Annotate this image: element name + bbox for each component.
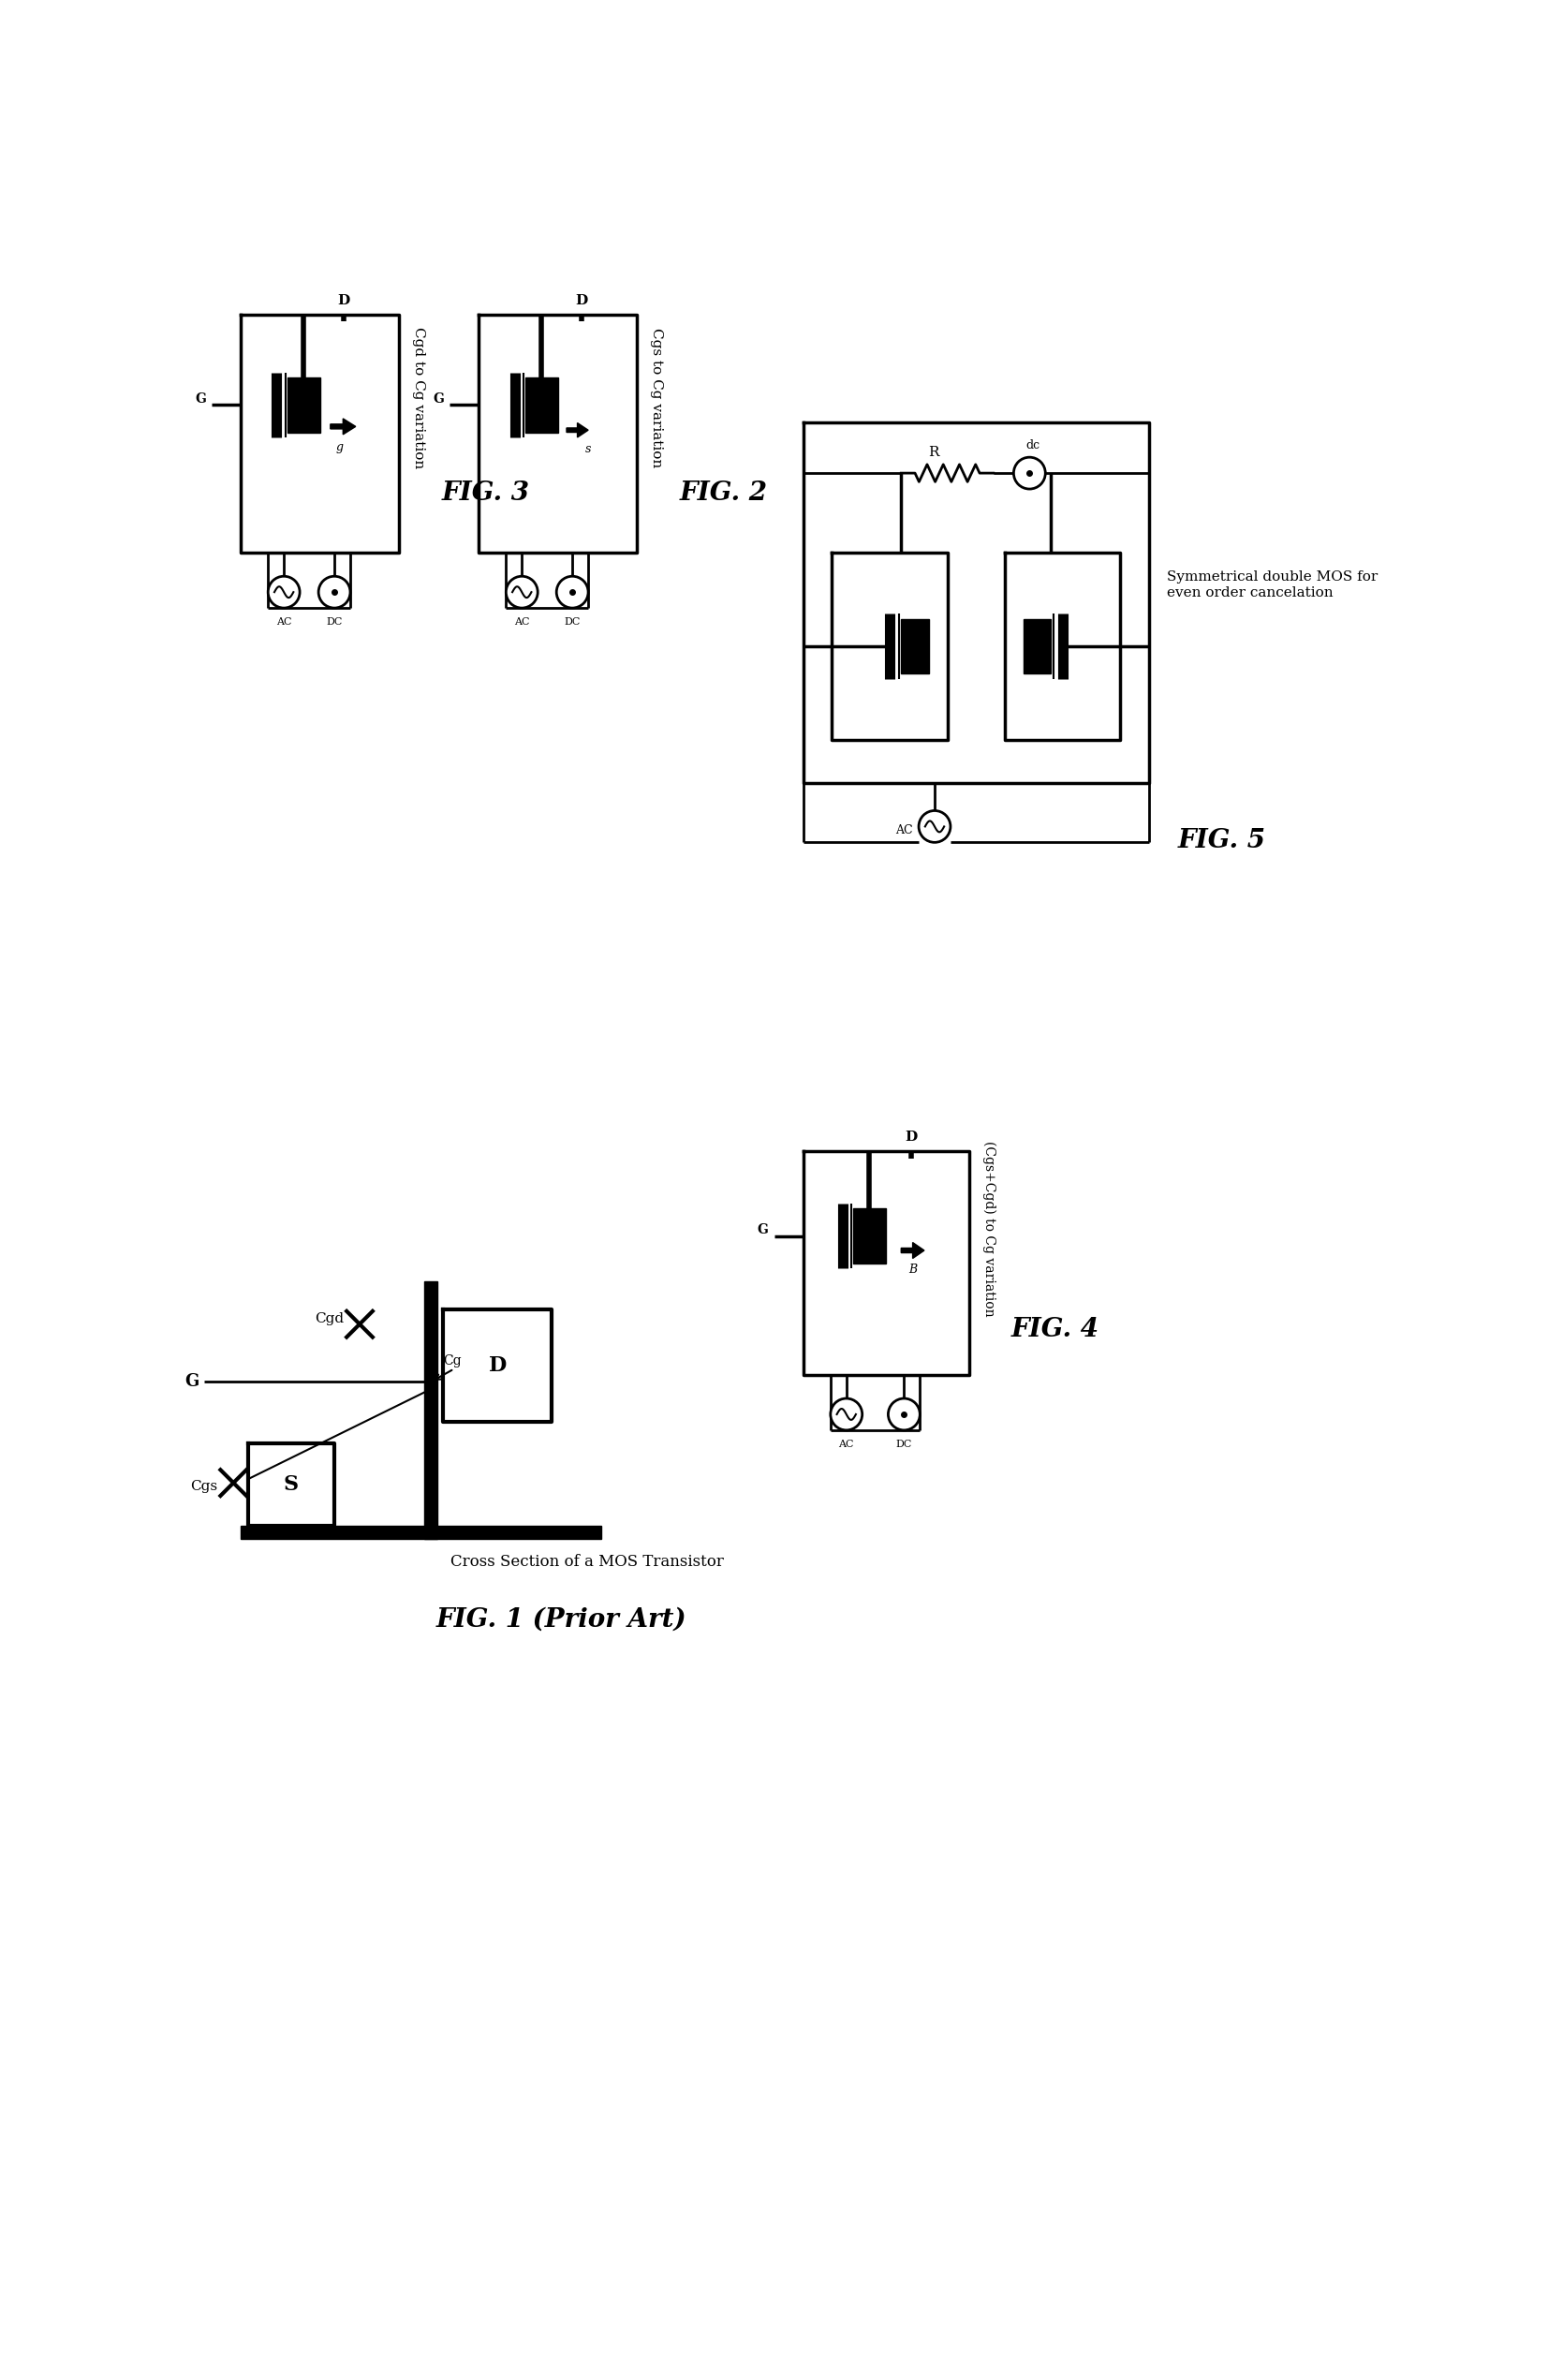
Text: AC: AC bbox=[514, 616, 529, 626]
Circle shape bbox=[830, 1399, 862, 1430]
Text: G: G bbox=[195, 393, 206, 405]
FancyArrow shape bbox=[567, 424, 588, 438]
Circle shape bbox=[920, 812, 950, 843]
Text: DC: DC bbox=[327, 616, 342, 626]
Text: Cgd: Cgd bbox=[314, 1311, 344, 1326]
Bar bbox=[424, 1280, 438, 1540]
Text: s: s bbox=[585, 443, 591, 455]
Text: AC: AC bbox=[896, 823, 913, 835]
FancyArrow shape bbox=[1028, 650, 1050, 664]
Text: D: D bbox=[904, 1130, 916, 1145]
Bar bbox=[901, 619, 929, 674]
Text: G: G bbox=[433, 393, 444, 405]
FancyArrow shape bbox=[901, 1242, 924, 1259]
Bar bbox=[240, 1526, 601, 1540]
FancyArrow shape bbox=[330, 419, 356, 436]
Circle shape bbox=[556, 576, 588, 607]
Text: D: D bbox=[576, 295, 588, 307]
Bar bbox=[853, 1209, 885, 1264]
Text: FIG. 4: FIG. 4 bbox=[1011, 1316, 1099, 1342]
Text: DC: DC bbox=[563, 616, 580, 626]
Text: Cgs to Cg variation: Cgs to Cg variation bbox=[650, 328, 664, 466]
Text: Cgs: Cgs bbox=[190, 1480, 218, 1492]
Text: DC: DC bbox=[896, 1440, 912, 1449]
Bar bbox=[525, 378, 557, 433]
Text: Cgd to Cg variation: Cgd to Cg variation bbox=[412, 326, 426, 469]
Text: AC: AC bbox=[839, 1440, 854, 1449]
Text: R: R bbox=[929, 445, 938, 459]
FancyArrow shape bbox=[902, 650, 924, 664]
Text: Cross Section of a MOS Transistor: Cross Section of a MOS Transistor bbox=[450, 1554, 724, 1571]
Text: S: S bbox=[283, 1473, 299, 1495]
Circle shape bbox=[319, 576, 350, 607]
Text: G: G bbox=[757, 1223, 768, 1238]
Text: AC: AC bbox=[276, 616, 291, 626]
Circle shape bbox=[1014, 457, 1045, 488]
Text: Cg: Cg bbox=[443, 1354, 461, 1368]
Text: D: D bbox=[337, 295, 350, 307]
Text: G: G bbox=[184, 1373, 198, 1390]
Text: FIG. 1 (Prior Art): FIG. 1 (Prior Art) bbox=[437, 1607, 687, 1633]
Text: FIG. 2: FIG. 2 bbox=[680, 481, 768, 505]
Text: FIG. 5: FIG. 5 bbox=[1178, 828, 1265, 854]
Circle shape bbox=[268, 576, 300, 607]
Text: Symmetrical double MOS for
even order cancelation: Symmetrical double MOS for even order ca… bbox=[1167, 571, 1378, 600]
Text: g: g bbox=[336, 440, 344, 452]
Text: dc: dc bbox=[1026, 440, 1040, 452]
Text: FIG. 3: FIG. 3 bbox=[441, 481, 529, 505]
Text: D: D bbox=[488, 1354, 506, 1376]
Bar bbox=[1023, 619, 1051, 674]
Circle shape bbox=[506, 576, 537, 607]
Circle shape bbox=[889, 1399, 920, 1430]
Text: (Cgs+Cgd) to Cg variation: (Cgs+Cgd) to Cg variation bbox=[981, 1140, 995, 1316]
Bar bbox=[288, 378, 320, 433]
Text: B: B bbox=[909, 1264, 916, 1276]
